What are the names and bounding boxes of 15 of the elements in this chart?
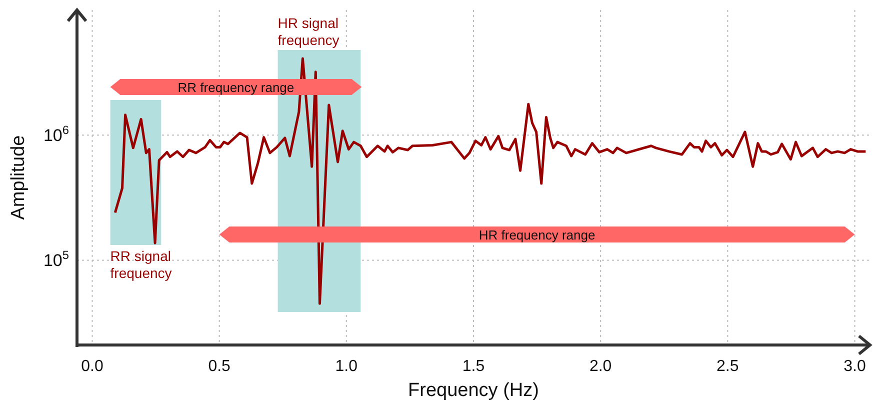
band-label: HR signal frequency [278,15,340,48]
x-tick-label: 0.5 [208,358,231,375]
band-label: RR frequency range [178,80,294,96]
x-tick-label: 2.0 [589,358,612,375]
x-tick-label: 1.0 [335,358,358,375]
y-axis-title: Amplitude [8,135,29,220]
x-tick-label: 1.5 [462,358,485,375]
y-tick-label: 10$^{6}$ [43,123,70,146]
band-label: RR signal frequency [110,248,172,281]
band-label: HR frequency range [478,227,596,242]
x-tick-label: 2.5 [716,358,739,375]
x-tick-label: 3.0 [844,358,866,375]
x-tick-label: 0.0 [81,358,104,375]
x-axis-title: Frequency (Hz) [408,380,539,401]
y-tick-label: 10$^{5}$ [43,248,70,270]
